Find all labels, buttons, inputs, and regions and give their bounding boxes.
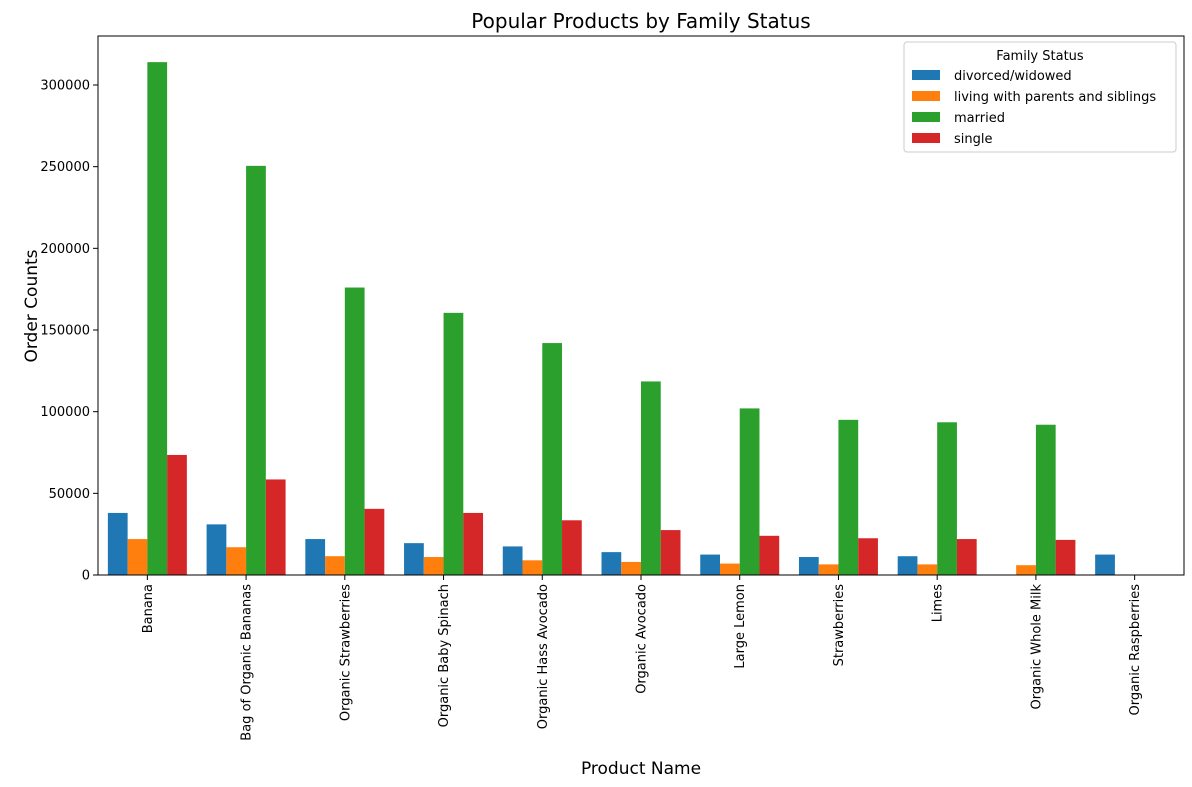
- y-axis-label: Order Counts: [22, 249, 42, 362]
- x-axis-label: Product Name: [581, 759, 701, 779]
- bar-living-with-parents-and-siblings-5: [621, 561, 641, 575]
- bar-married-6: [739, 408, 760, 575]
- x-tick-label: Organic Raspberries: [1128, 584, 1143, 716]
- bar-single-4: [562, 520, 582, 575]
- bar-married-1: [246, 165, 266, 575]
- x-tick-label: Organic Avocado: [635, 584, 650, 694]
- y-tick-label: 100000: [40, 405, 90, 420]
- bar-divorced-widowed-1: [206, 524, 227, 575]
- x-tick-label: Large Lemon: [733, 584, 748, 669]
- y-tick-label: 50000: [49, 487, 90, 502]
- y-tick-label: 250000: [40, 160, 90, 175]
- bar-single-2: [364, 508, 385, 575]
- x-axis: Banana Bag of Organic Bananas Organic Stra…: [141, 575, 1143, 741]
- bar-living-with-parents-and-siblings-2: [325, 556, 345, 575]
- legend-swatch: [912, 112, 940, 122]
- bar-living-with-parents-and-siblings-8: [917, 564, 938, 575]
- bar-single-8: [956, 539, 977, 575]
- legend-entry: single: [954, 132, 993, 147]
- bar-divorced-widowed-2: [305, 539, 326, 575]
- bar-divorced-widowed-0: [107, 512, 128, 575]
- legend-entry: divorced/widowed: [954, 69, 1072, 84]
- bar-living-with-parents-and-siblings-6: [719, 563, 740, 575]
- x-tick-label: Banana: [141, 584, 156, 633]
- legend: Family Status divorced/widowed living with…: [903, 41, 1177, 153]
- bar-living-with-parents-and-siblings-1: [226, 547, 247, 575]
- bar-living-with-parents-and-siblings-4: [522, 560, 543, 575]
- legend-entry: living with parents and siblings: [954, 90, 1156, 105]
- x-tick-label: Organic Baby Spinach: [437, 584, 452, 727]
- legend-title: Family Status: [996, 49, 1084, 64]
- legend-box: [903, 41, 1177, 153]
- legend-swatch: [912, 133, 940, 143]
- bar-divorced-widowed-5: [601, 552, 622, 575]
- x-tick-label: Bag of Organic Bananas: [240, 584, 255, 741]
- bar-single-1: [265, 479, 286, 575]
- legend-swatch: [912, 70, 940, 80]
- x-tick-label: Organic Hass Avocado: [536, 584, 551, 729]
- bar-single-6: [759, 535, 780, 575]
- bar-single-5: [660, 530, 681, 575]
- bar-married-0: [147, 62, 168, 575]
- x-tick-label: Organic Whole Milk: [1029, 584, 1044, 710]
- bar-married-4: [542, 343, 563, 575]
- bar-living-with-parents-and-siblings-3: [423, 557, 444, 575]
- bar-living-with-parents-and-siblings-7: [818, 564, 839, 575]
- y-axis: 0 50000 100000 150000 200000 250000 300000: [40, 79, 98, 584]
- legend-entry: married: [954, 111, 1005, 126]
- x-tick-label: Organic Strawberries: [338, 584, 353, 721]
- bar-divorced-widowed-4: [502, 546, 523, 575]
- bar-single-0: [167, 454, 187, 575]
- bar-single-3: [463, 512, 484, 575]
- x-tick-label: Strawberries: [832, 584, 847, 667]
- legend-swatch: [912, 91, 940, 101]
- bar-married-9: [1035, 424, 1056, 575]
- bar-living-with-parents-and-siblings-9: [1016, 565, 1036, 575]
- y-tick-label: 0: [82, 569, 90, 584]
- bar-married-7: [838, 419, 859, 575]
- bar-divorced-widowed-6: [700, 554, 720, 575]
- x-tick-label: Limes: [931, 584, 946, 623]
- plot-area: [97, 35, 1185, 576]
- bar-living-with-parents-and-siblings-0: [127, 539, 148, 575]
- bar-married-3: [443, 312, 464, 575]
- bar-single-9: [1055, 539, 1076, 575]
- bar-married-8: [937, 422, 957, 575]
- bar-divorced-widowed-3: [404, 543, 424, 575]
- y-tick-label: 300000: [40, 79, 90, 94]
- bar-married-5: [641, 381, 661, 575]
- bar-divorced-widowed-8: [897, 556, 918, 575]
- bar-divorced-widowed-7: [798, 557, 819, 575]
- y-tick-label: 200000: [40, 242, 90, 257]
- chart-title: Popular Products by Family Status: [471, 9, 810, 33]
- bar-married-2: [344, 287, 365, 575]
- bar-divorced-widowed-10: [1095, 554, 1115, 575]
- y-tick-label: 150000: [40, 324, 90, 339]
- bar-single-7: [858, 538, 878, 575]
